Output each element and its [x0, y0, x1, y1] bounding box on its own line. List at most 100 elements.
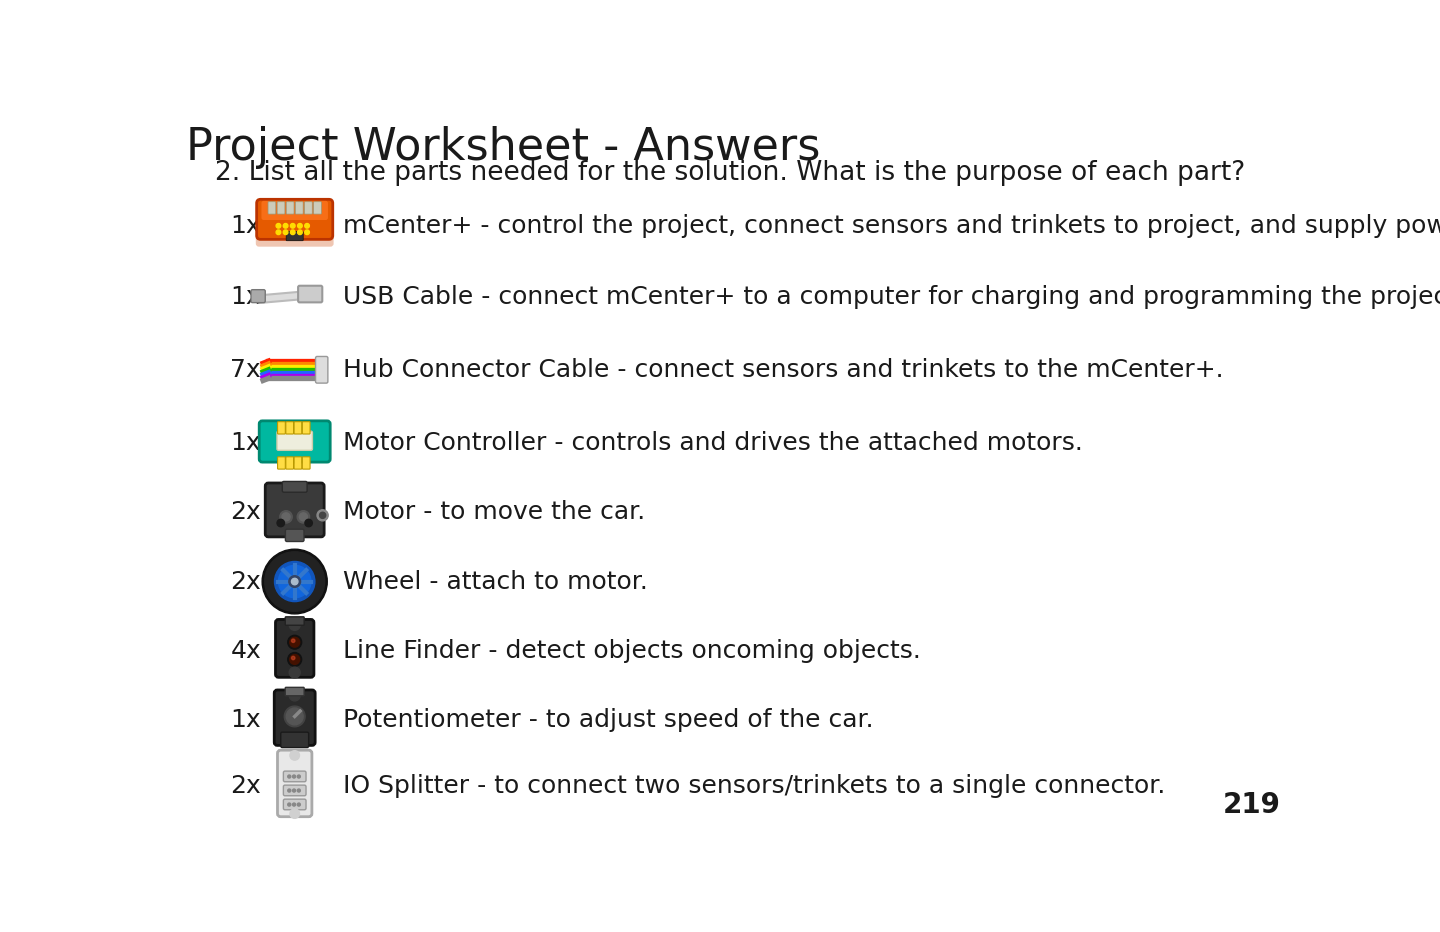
Text: Line Finder - detect objects oncoming objects.: Line Finder - detect objects oncoming ob… — [343, 638, 920, 663]
Circle shape — [305, 224, 310, 228]
Text: 1x: 1x — [230, 708, 261, 733]
Circle shape — [289, 576, 301, 587]
Text: 1x: 1x — [230, 213, 261, 238]
FancyBboxPatch shape — [285, 421, 294, 434]
Text: Potentiometer - to adjust speed of the car.: Potentiometer - to adjust speed of the c… — [343, 708, 874, 733]
Circle shape — [276, 224, 281, 228]
FancyBboxPatch shape — [285, 617, 304, 625]
FancyBboxPatch shape — [302, 457, 310, 469]
Circle shape — [276, 519, 285, 527]
FancyBboxPatch shape — [298, 286, 323, 302]
Text: mCenter+ - control the project, connect sensors and trinkets to project, and sup: mCenter+ - control the project, connect … — [343, 213, 1440, 238]
Circle shape — [298, 224, 302, 228]
Circle shape — [282, 513, 289, 521]
FancyBboxPatch shape — [251, 290, 265, 303]
Text: USB Cable - connect mCenter+ to a computer for charging and programming the proj: USB Cable - connect mCenter+ to a comput… — [343, 284, 1440, 308]
FancyBboxPatch shape — [256, 199, 333, 240]
Circle shape — [320, 513, 325, 518]
Text: Motor Controller - controls and drives the attached motors.: Motor Controller - controls and drives t… — [343, 431, 1083, 455]
Circle shape — [284, 224, 288, 228]
FancyBboxPatch shape — [295, 201, 304, 214]
Circle shape — [300, 513, 307, 521]
Circle shape — [289, 690, 300, 701]
Circle shape — [291, 578, 298, 584]
Circle shape — [288, 775, 291, 778]
Circle shape — [297, 789, 301, 792]
Circle shape — [291, 230, 295, 235]
FancyBboxPatch shape — [314, 201, 321, 214]
Circle shape — [289, 667, 300, 678]
FancyBboxPatch shape — [285, 529, 304, 541]
FancyBboxPatch shape — [259, 421, 330, 462]
Circle shape — [289, 809, 300, 818]
FancyBboxPatch shape — [275, 620, 314, 678]
FancyBboxPatch shape — [294, 421, 302, 434]
Circle shape — [288, 636, 301, 649]
FancyBboxPatch shape — [284, 771, 307, 782]
Text: 2x: 2x — [230, 774, 261, 798]
Text: Motor - to move the car.: Motor - to move the car. — [343, 500, 645, 524]
FancyBboxPatch shape — [284, 799, 307, 810]
Circle shape — [291, 224, 295, 228]
Text: 1x: 1x — [230, 431, 261, 455]
Circle shape — [305, 230, 310, 235]
Circle shape — [297, 511, 310, 523]
Circle shape — [292, 789, 295, 792]
Circle shape — [289, 750, 300, 761]
Circle shape — [292, 803, 295, 806]
FancyBboxPatch shape — [276, 432, 312, 450]
Text: IO Splitter - to connect two sensors/trinkets to a single connector.: IO Splitter - to connect two sensors/tri… — [343, 774, 1165, 798]
Circle shape — [291, 656, 295, 660]
Circle shape — [278, 566, 311, 597]
Circle shape — [275, 561, 315, 601]
Circle shape — [291, 639, 295, 642]
Text: 2x: 2x — [230, 500, 261, 524]
Circle shape — [276, 230, 281, 235]
Circle shape — [289, 637, 300, 647]
Circle shape — [262, 549, 327, 614]
Circle shape — [297, 775, 301, 778]
FancyBboxPatch shape — [274, 690, 315, 746]
FancyBboxPatch shape — [285, 687, 304, 696]
FancyBboxPatch shape — [262, 201, 328, 220]
Circle shape — [284, 706, 305, 727]
Circle shape — [279, 511, 292, 523]
FancyBboxPatch shape — [285, 457, 294, 469]
FancyBboxPatch shape — [287, 201, 294, 214]
Text: 1x: 1x — [230, 284, 261, 308]
Circle shape — [288, 803, 291, 806]
FancyBboxPatch shape — [294, 457, 302, 469]
Text: Wheel - attach to motor.: Wheel - attach to motor. — [343, 569, 648, 594]
Circle shape — [317, 510, 328, 521]
Circle shape — [288, 652, 301, 666]
FancyBboxPatch shape — [278, 421, 285, 434]
Circle shape — [284, 230, 288, 235]
Text: Project Worksheet - Answers: Project Worksheet - Answers — [186, 126, 821, 169]
FancyBboxPatch shape — [281, 733, 308, 747]
FancyBboxPatch shape — [265, 483, 324, 537]
FancyBboxPatch shape — [282, 482, 307, 492]
Text: 2. List all the parts needed for the solution. What is the purpose of each part?: 2. List all the parts needed for the sol… — [215, 159, 1246, 185]
Text: 219: 219 — [1223, 790, 1280, 818]
Circle shape — [292, 775, 295, 778]
Text: 4x: 4x — [230, 638, 261, 663]
Circle shape — [297, 803, 301, 806]
FancyBboxPatch shape — [278, 457, 285, 469]
Text: Hub Connector Cable - connect sensors and trinkets to the mCenter+.: Hub Connector Cable - connect sensors an… — [343, 358, 1224, 382]
FancyBboxPatch shape — [315, 356, 328, 383]
Circle shape — [289, 620, 300, 630]
FancyBboxPatch shape — [278, 750, 312, 816]
FancyBboxPatch shape — [287, 231, 304, 240]
Circle shape — [287, 708, 304, 725]
FancyBboxPatch shape — [268, 201, 276, 214]
FancyBboxPatch shape — [276, 201, 285, 214]
Circle shape — [265, 552, 324, 611]
Circle shape — [289, 654, 300, 665]
Circle shape — [288, 789, 291, 792]
Text: 2x: 2x — [230, 569, 261, 594]
FancyBboxPatch shape — [304, 201, 312, 214]
Circle shape — [298, 230, 302, 235]
FancyBboxPatch shape — [284, 785, 307, 796]
FancyBboxPatch shape — [302, 421, 310, 434]
Circle shape — [305, 519, 312, 527]
